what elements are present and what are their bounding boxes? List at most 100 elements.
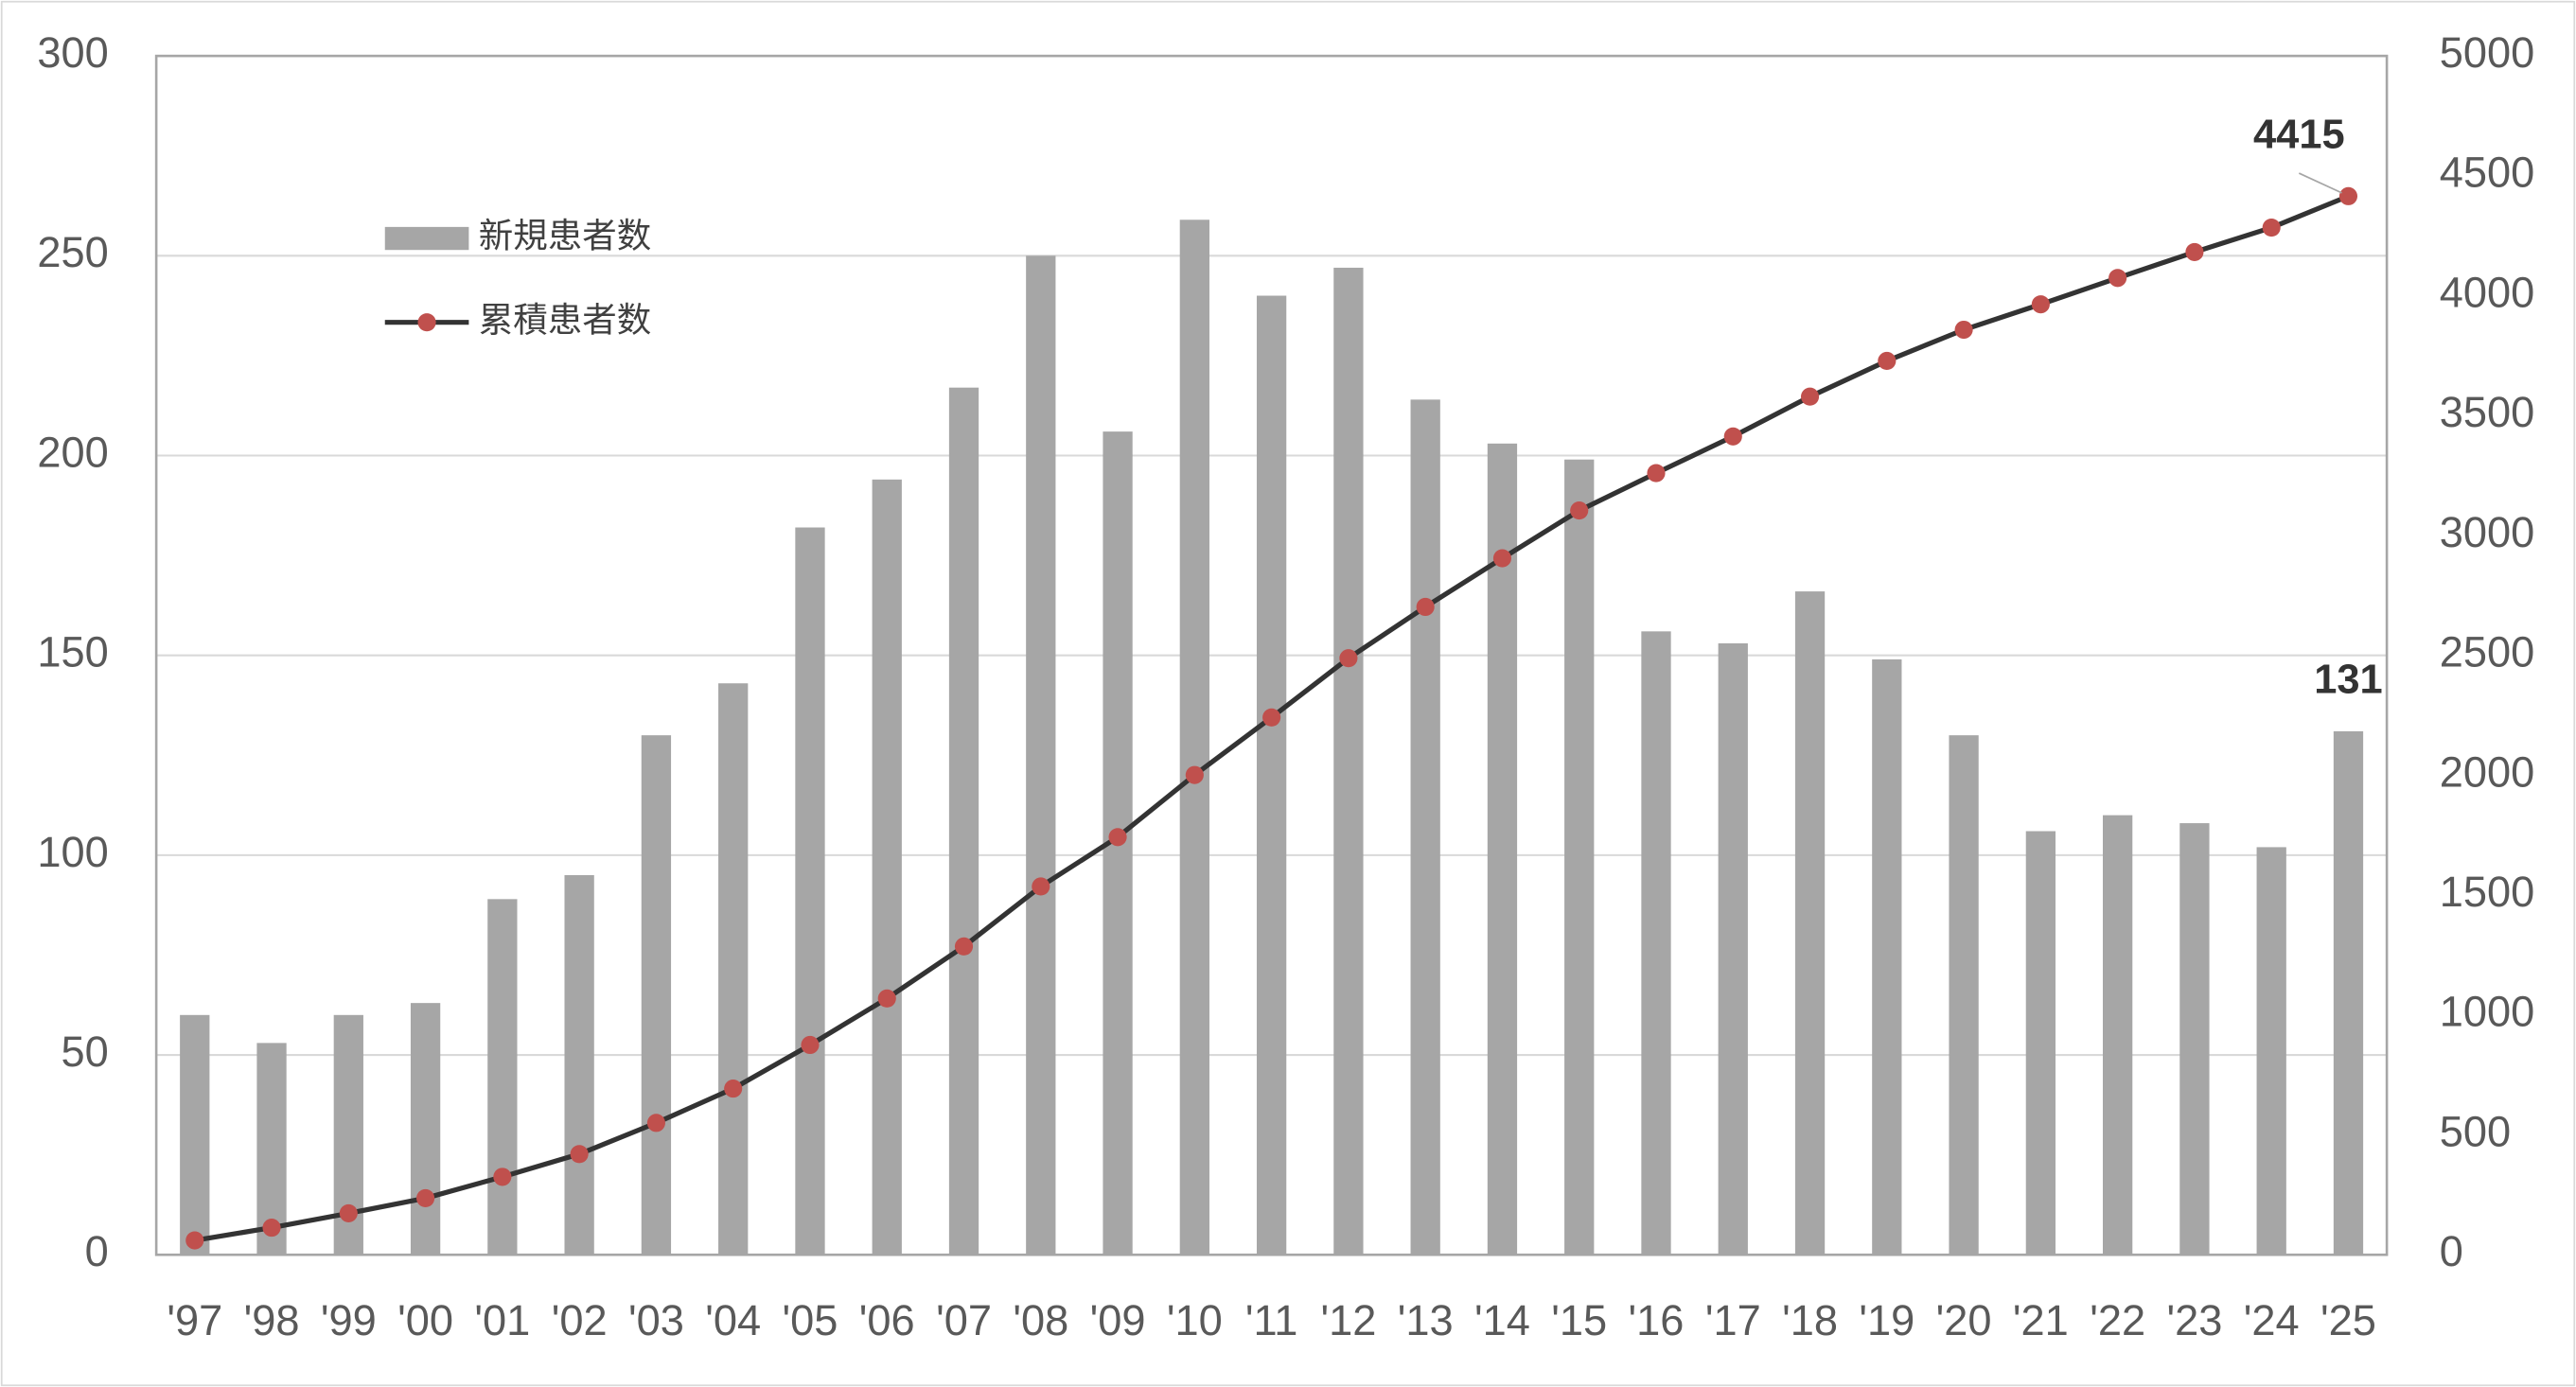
marker — [2262, 218, 2281, 237]
bar — [1564, 459, 1595, 1255]
marker — [1032, 877, 1050, 896]
bar — [2256, 847, 2286, 1255]
bar — [718, 683, 749, 1255]
y2-tick-label: 4000 — [2440, 268, 2535, 316]
y-tick-label: 50 — [61, 1027, 108, 1076]
marker — [2185, 242, 2204, 261]
marker — [1570, 501, 1589, 520]
y2-tick-label: 1000 — [2440, 988, 2535, 1036]
marker — [646, 1114, 665, 1132]
x-tick-label: '00 — [397, 1296, 453, 1344]
bar — [2333, 730, 2364, 1255]
legend-label: 累積患者数 — [479, 300, 652, 339]
bar — [948, 387, 979, 1255]
marker — [2338, 186, 2358, 205]
marker — [570, 1145, 589, 1164]
bar — [1410, 399, 1440, 1255]
y2-tick-label: 1500 — [2440, 868, 2535, 916]
data-label: 131 — [2314, 657, 2382, 702]
marker — [1416, 597, 1435, 617]
bar — [1949, 735, 1979, 1255]
y2-tick-label: 3000 — [2440, 508, 2535, 556]
bar — [2179, 823, 2210, 1255]
bar — [1794, 591, 1826, 1255]
marker — [493, 1168, 512, 1186]
y2-tick-label: 500 — [2440, 1107, 2511, 1155]
x-tick-label: '17 — [1705, 1296, 1761, 1344]
bar — [410, 1003, 441, 1255]
marker — [1723, 427, 1742, 446]
marker — [185, 1231, 204, 1250]
x-tick-label: '13 — [1398, 1296, 1454, 1344]
bar — [487, 899, 518, 1255]
bar — [641, 735, 672, 1255]
x-tick-label: '08 — [1013, 1296, 1068, 1344]
leader-line — [2298, 172, 2342, 194]
marker — [724, 1080, 743, 1098]
x-tick-label: '25 — [2320, 1296, 2376, 1344]
bar — [1872, 658, 1902, 1255]
x-tick-label: '03 — [628, 1296, 684, 1344]
x-tick-label: '01 — [474, 1296, 530, 1344]
bar — [795, 527, 825, 1255]
bar — [2025, 831, 2056, 1255]
x-tick-label: '04 — [705, 1296, 761, 1344]
legend-swatch — [384, 226, 469, 251]
y-tick-label: 0 — [85, 1227, 109, 1275]
bar — [872, 479, 902, 1255]
x-tick-label: '09 — [1090, 1296, 1146, 1344]
marker — [1800, 387, 1820, 406]
legend-marker — [417, 313, 436, 332]
marker — [1108, 828, 1127, 847]
y2-tick-label: 5000 — [2440, 28, 2535, 77]
marker — [877, 989, 896, 1008]
x-tick-label: '14 — [1474, 1296, 1530, 1344]
bar — [1026, 255, 1056, 1255]
bar — [1641, 631, 1671, 1255]
y-tick-label: 150 — [37, 628, 108, 676]
marker — [1339, 649, 1358, 668]
x-tick-label: '99 — [321, 1296, 377, 1344]
x-tick-label: '16 — [1629, 1296, 1685, 1344]
y-tick-label: 300 — [37, 28, 108, 77]
x-tick-label: '06 — [859, 1296, 915, 1344]
bar — [564, 874, 594, 1255]
bar — [1179, 219, 1209, 1255]
x-tick-label: '98 — [244, 1296, 300, 1344]
bar — [1256, 295, 1287, 1255]
x-tick-label: '18 — [1782, 1296, 1838, 1344]
x-tick-label: '02 — [552, 1296, 608, 1344]
x-tick-label: '97 — [167, 1296, 222, 1344]
bar — [1718, 643, 1748, 1255]
x-tick-label: '15 — [1551, 1296, 1607, 1344]
bar — [1487, 443, 1518, 1255]
x-tick-label: '12 — [1320, 1296, 1376, 1344]
bar — [1333, 267, 1364, 1255]
x-tick-label: '20 — [1936, 1296, 1992, 1344]
legend-label: 新規患者数 — [479, 217, 652, 255]
marker — [1185, 765, 1204, 784]
marker — [262, 1219, 281, 1238]
x-tick-label: '05 — [783, 1296, 838, 1344]
marker — [339, 1203, 358, 1222]
x-tick-label: '24 — [2244, 1296, 2300, 1344]
y-tick-label: 200 — [37, 428, 108, 476]
y2-tick-label: 2000 — [2440, 747, 2535, 796]
marker — [801, 1035, 820, 1055]
y-tick-label: 100 — [37, 828, 108, 876]
y-tick-label: 250 — [37, 228, 108, 276]
marker — [1954, 320, 1973, 340]
x-tick-label: '21 — [2013, 1296, 2069, 1344]
marker — [1492, 549, 1512, 568]
x-tick-label: '10 — [1167, 1296, 1223, 1344]
x-tick-label: '22 — [2090, 1296, 2145, 1344]
y2-tick-label: 0 — [2440, 1227, 2463, 1275]
marker — [1262, 708, 1281, 727]
marker — [1647, 464, 1666, 483]
data-label: 4415 — [2253, 112, 2345, 157]
bar — [180, 1014, 210, 1255]
x-tick-label: '07 — [936, 1296, 992, 1344]
y2-tick-label: 3500 — [2440, 388, 2535, 436]
